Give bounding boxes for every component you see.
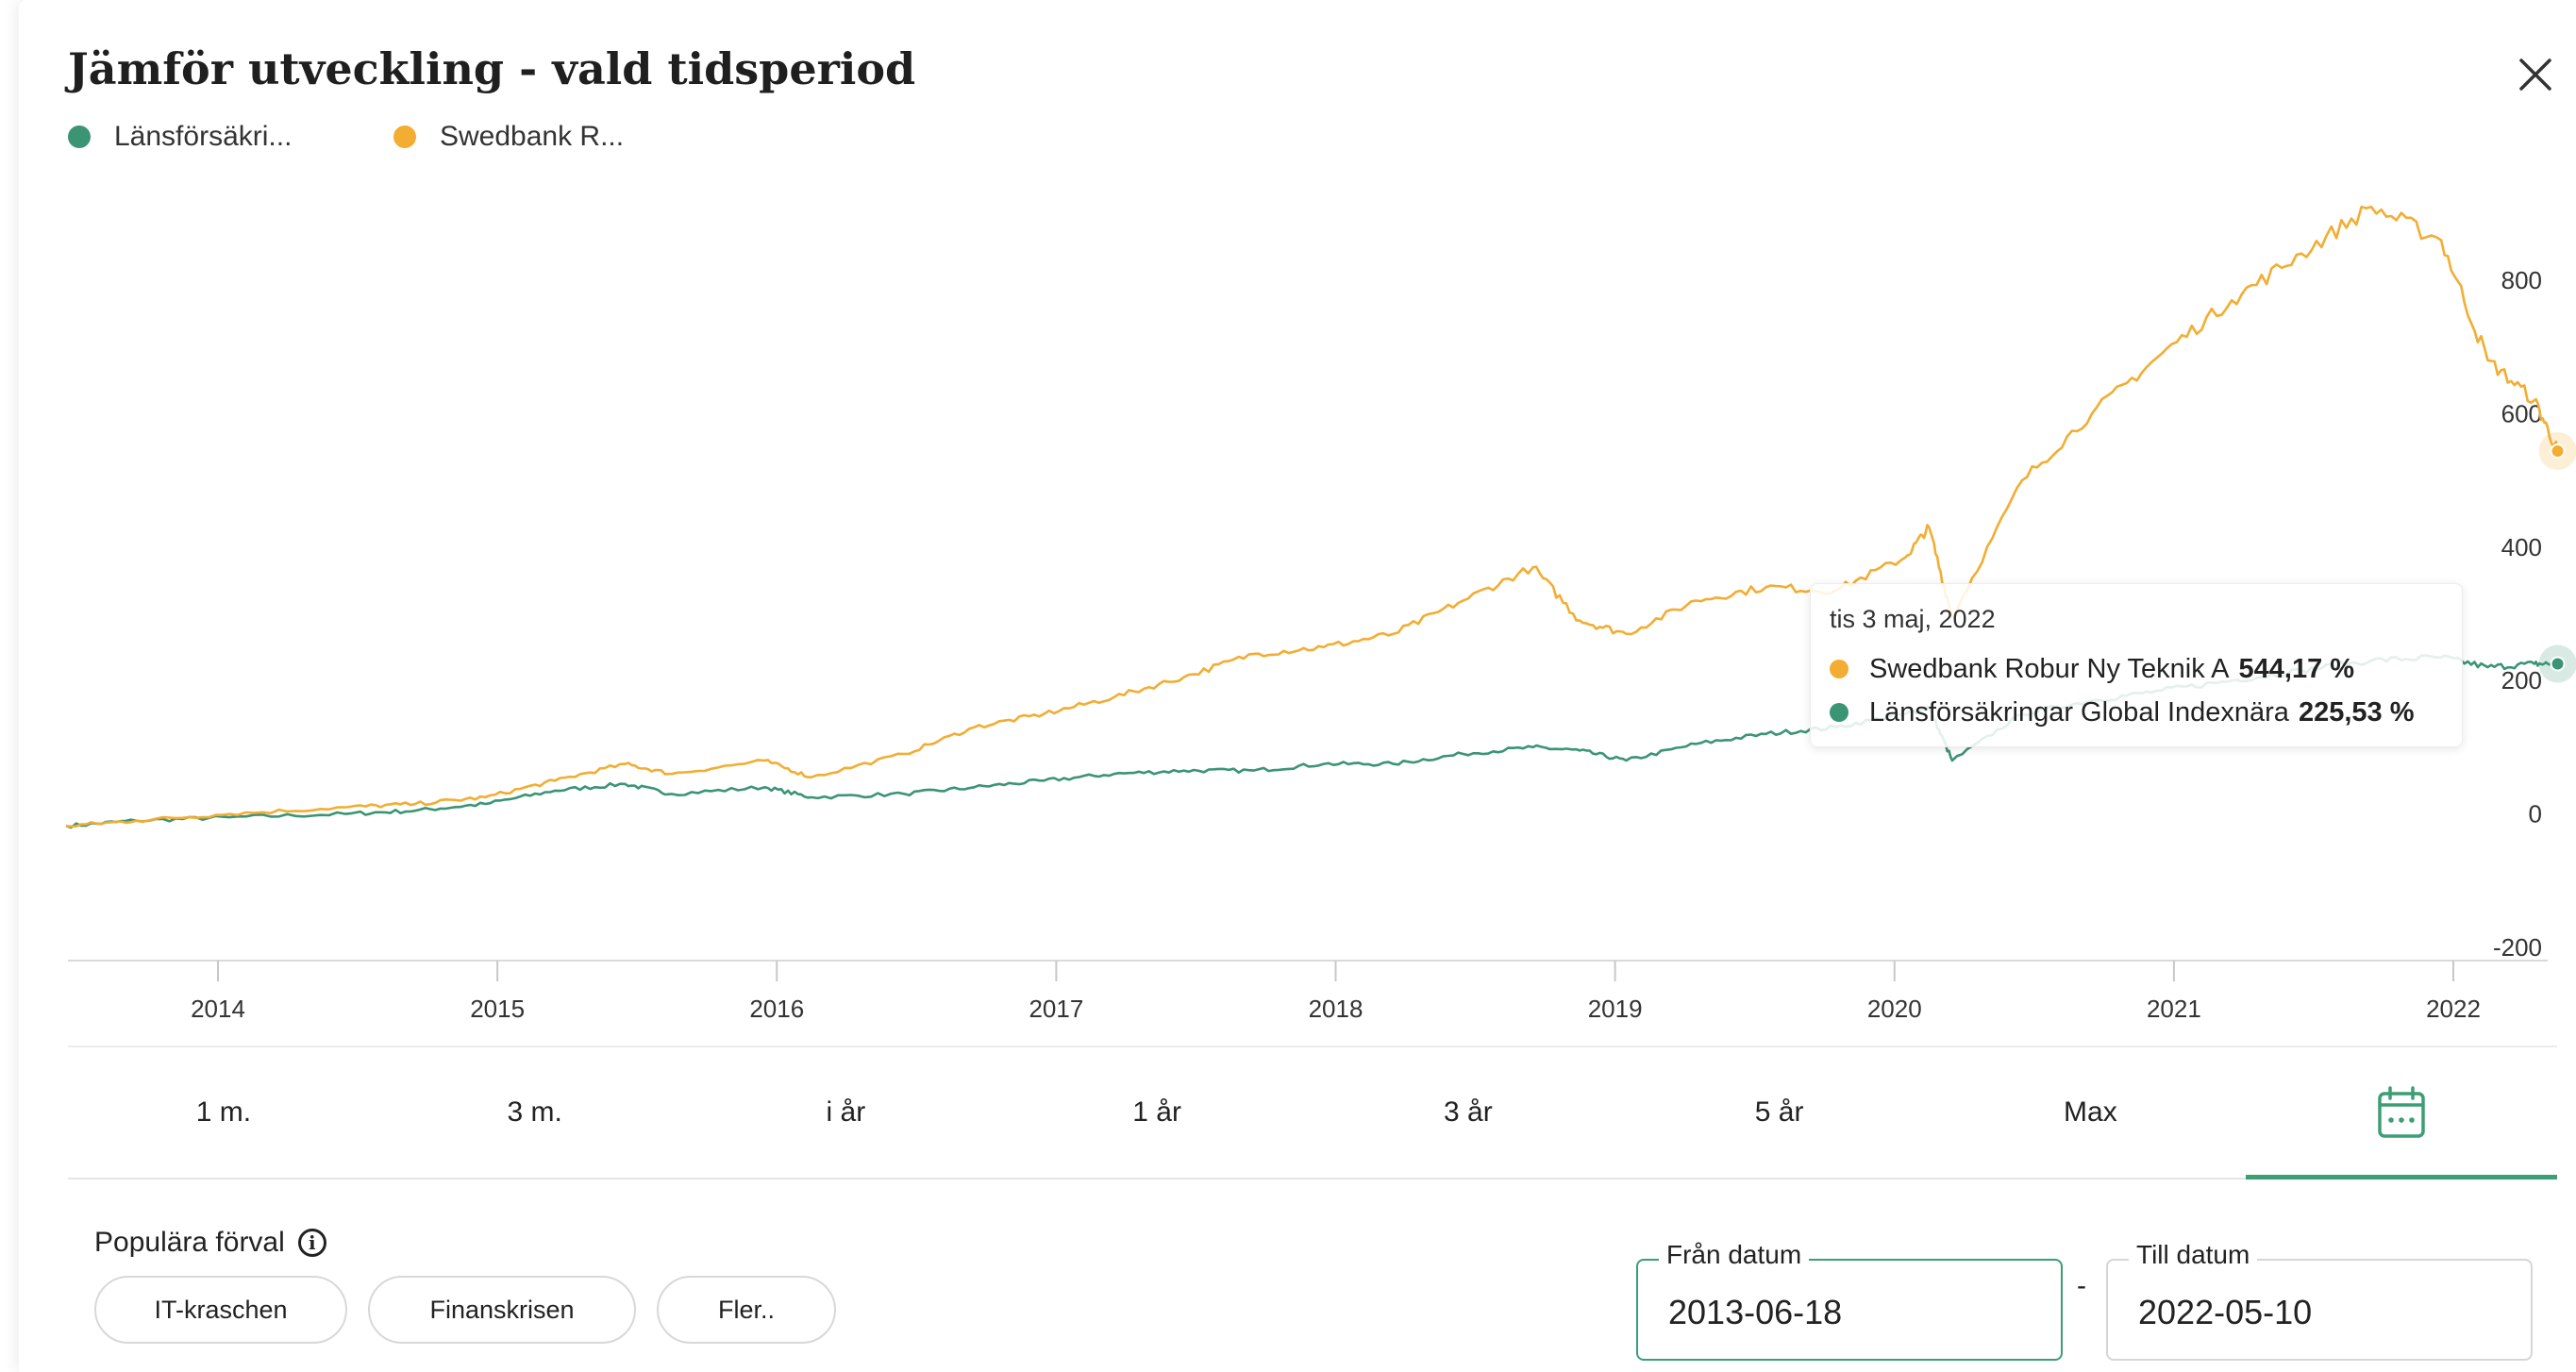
to-date-field[interactable]: Till datum bbox=[2106, 1240, 2533, 1361]
tab-ytd[interactable]: i år bbox=[826, 1096, 866, 1128]
to-date-label: Till datum bbox=[2129, 1240, 2258, 1270]
series-line bbox=[65, 205, 2559, 828]
x-tick-label: 2015 bbox=[470, 995, 525, 1023]
tooltip-series-name: Swedbank Robur Ny Teknik A bbox=[1869, 653, 2230, 684]
x-tick-label: 2022 bbox=[2426, 995, 2481, 1023]
performance-chart[interactable]: 2014 2015 2016 2017 2018 2019 2020 2021 2022 800 6… bbox=[0, 0, 2576, 1057]
to-date-input[interactable] bbox=[2138, 1293, 2497, 1332]
x-tick-label: 2021 bbox=[2147, 995, 2201, 1023]
tooltip-row-swedbank: Swedbank Robur Ny Teknik A 544,17 % bbox=[1830, 647, 2462, 691]
tab-3y[interactable]: 3 år bbox=[1444, 1096, 1493, 1128]
tooltip-date: tis 3 maj, 2022 bbox=[1830, 605, 1996, 633]
popular-presets-text: Populära förval bbox=[94, 1227, 285, 1258]
y-tick-label: 600 bbox=[2501, 399, 2542, 427]
legend-label: Swedbank R... bbox=[440, 121, 625, 152]
series-end-point bbox=[2550, 443, 2566, 459]
x-tick-label: 2014 bbox=[191, 995, 245, 1023]
legend-item-lansforsakringar[interactable]: Länsförsäkri... bbox=[68, 121, 393, 153]
legend-dot bbox=[393, 125, 416, 148]
chart-tooltip: tis 3 maj, 2022 Swedbank Robur Ny Teknik… bbox=[1810, 583, 2463, 747]
tab-5y[interactable]: 5 år bbox=[1754, 1096, 1804, 1128]
y-tick-label: 0 bbox=[2529, 800, 2542, 828]
x-tick-label: 2020 bbox=[1867, 995, 1922, 1023]
chart-legend: Länsförsäkri... Swedbank R... bbox=[68, 121, 719, 153]
tab-1y[interactable]: 1 år bbox=[1132, 1096, 1181, 1128]
legend-item-swedbank[interactable]: Swedbank R... bbox=[393, 121, 719, 153]
y-tick-label: 800 bbox=[2501, 266, 2542, 294]
legend-label: Länsförsäkri... bbox=[114, 121, 293, 152]
tooltip-dot bbox=[1830, 660, 1848, 678]
tooltip-dot bbox=[1830, 703, 1848, 722]
tooltip-series-value: 544,17 % bbox=[2238, 653, 2355, 684]
legend-dot bbox=[68, 125, 91, 148]
tooltip-series-value: 225,53 % bbox=[2298, 696, 2415, 728]
y-tick-label: -200 bbox=[2493, 933, 2542, 962]
tooltip-row-lansforsakringar: Länsförsäkringar Global Indexnära 225,53… bbox=[1830, 691, 2462, 734]
tab-custom-date[interactable] bbox=[2246, 1047, 2557, 1180]
x-tick-label: 2016 bbox=[749, 995, 804, 1023]
period-tabs: 1 m. 3 m. i år 1 år 3 år 5 år Max bbox=[68, 1046, 2557, 1180]
preset-more-button[interactable]: Fler.. bbox=[657, 1276, 836, 1344]
calendar-icon bbox=[2378, 1086, 2425, 1138]
from-date-field[interactable]: Från datum bbox=[1636, 1240, 2063, 1361]
x-tick-label: 2017 bbox=[1029, 995, 1083, 1023]
y-tick-label: 400 bbox=[2501, 533, 2542, 561]
date-separator: - bbox=[2077, 1270, 2086, 1301]
from-date-input[interactable] bbox=[1668, 1293, 2027, 1332]
dialog-title: Jämför utveckling - vald tidsperiod bbox=[68, 43, 916, 94]
x-tick-label: 2018 bbox=[1309, 995, 1363, 1023]
tab-1m[interactable]: 1 m. bbox=[195, 1096, 252, 1128]
tab-max[interactable]: Max bbox=[2064, 1096, 2117, 1128]
x-tick-label: 2019 bbox=[1588, 995, 1643, 1023]
close-icon[interactable] bbox=[2510, 49, 2561, 100]
tooltip-series-name: Länsförsäkringar Global Indexnära bbox=[1869, 696, 2289, 728]
tab-3m[interactable]: 3 m. bbox=[507, 1096, 562, 1128]
from-date-label: Från datum bbox=[1659, 1240, 1810, 1270]
popular-presets-label: Populära förval i bbox=[94, 1227, 326, 1259]
y-tick-label: 200 bbox=[2501, 666, 2542, 694]
preset-financial-crisis-button[interactable]: Finanskrisen bbox=[368, 1276, 636, 1344]
preset-it-crash-button[interactable]: IT-kraschen bbox=[94, 1276, 347, 1344]
info-icon[interactable]: i bbox=[297, 1229, 326, 1257]
series-end-point bbox=[2550, 656, 2566, 672]
